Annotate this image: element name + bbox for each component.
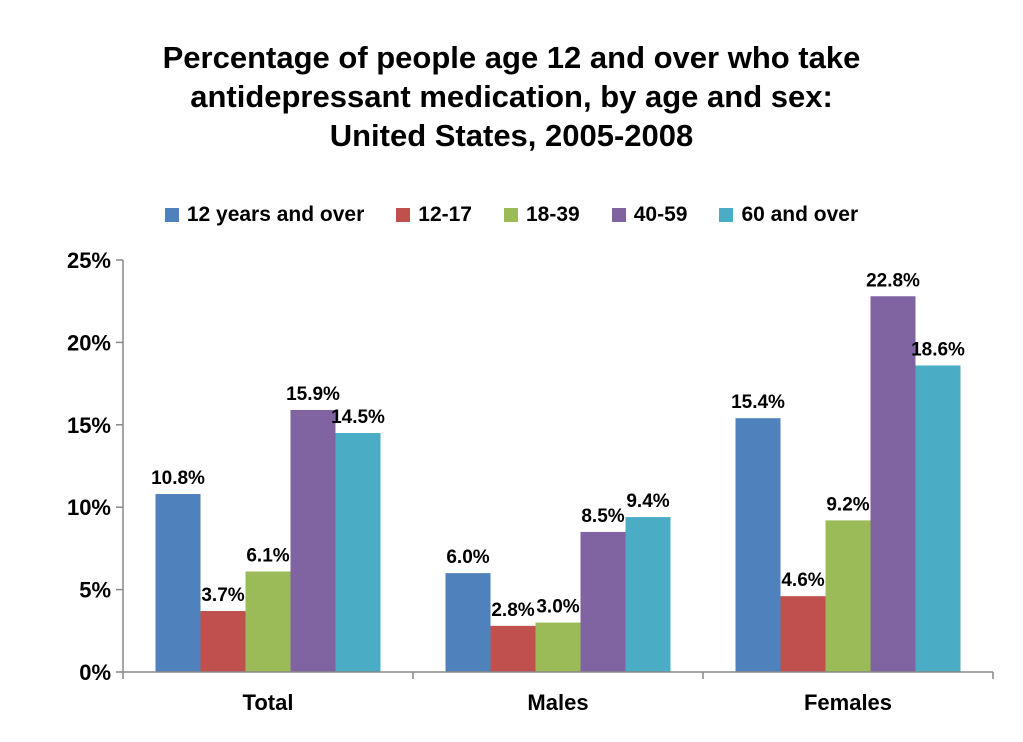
bar — [535, 622, 581, 672]
chart-title: Percentage of people age 12 and over who… — [0, 38, 1023, 155]
legend-swatch — [611, 208, 626, 222]
legend-item: 60 and over — [719, 203, 858, 227]
y-tick-label: 10% — [67, 495, 111, 520]
data-label: 2.8% — [491, 600, 534, 621]
data-label: 8.5% — [581, 506, 624, 527]
legend-label: 40-59 — [633, 203, 688, 226]
chart-title-line: Percentage of people age 12 and over who… — [162, 40, 861, 75]
legend-item: 12-17 — [396, 203, 472, 227]
legend-swatch — [719, 208, 734, 222]
legend-swatch — [164, 208, 179, 222]
data-label: 6.1% — [246, 545, 289, 566]
data-label: 3.0% — [536, 597, 579, 618]
bar — [870, 296, 916, 672]
bar — [825, 520, 871, 672]
bar — [780, 596, 826, 672]
x-tick-label: Females — [804, 690, 892, 715]
legend-item: 18-39 — [504, 203, 580, 227]
chart-legend: 12 years and over 12-17 18-39 40-59 60 a… — [0, 203, 1023, 227]
bars-layer — [155, 296, 961, 672]
chart-title-line: United States, 2005-2008 — [329, 118, 694, 153]
bar — [245, 571, 291, 672]
axes-layer — [116, 259, 994, 679]
bar — [490, 625, 536, 672]
bar — [335, 433, 381, 672]
labels-layer: 10.8% 3.7%6.1% 15.9%14.5% Total 6.0% 2.8% 3.0%… — [67, 248, 965, 715]
data-label: 3.7% — [201, 585, 244, 606]
data-label: 9.2% — [826, 494, 869, 515]
data-label: 15.9% — [286, 384, 340, 405]
data-label: 14.5% — [331, 407, 385, 428]
data-label: 10.8% — [151, 468, 205, 489]
y-tick-label: 0% — [79, 660, 111, 685]
y-tick-label: 20% — [67, 330, 111, 355]
bar — [200, 611, 246, 672]
bar — [155, 494, 201, 672]
data-label: 18.6% — [911, 339, 965, 360]
y-tick-label: 5% — [79, 578, 111, 603]
data-label: 15.4% — [731, 392, 785, 413]
data-label: 6.0% — [446, 547, 489, 568]
bar — [580, 531, 626, 672]
bar — [445, 573, 491, 672]
y-tick-label: 25% — [67, 248, 111, 273]
bar — [915, 365, 961, 672]
bar — [735, 418, 781, 672]
chart-title-line: antidepressant medication, by age and se… — [190, 79, 833, 114]
bar — [290, 409, 336, 672]
legend-item: 40-59 — [611, 203, 688, 227]
bar — [625, 517, 671, 672]
legend-swatch — [504, 208, 518, 222]
y-tick-label: 15% — [67, 413, 111, 438]
legend-label: 12-17 — [418, 203, 472, 226]
legend-label: 60 and over — [741, 203, 859, 226]
legend-swatch — [396, 208, 411, 222]
data-label: 4.6% — [781, 570, 824, 591]
legend-item: 12 years and over — [164, 203, 365, 227]
legend-label: 12 years and over — [186, 203, 365, 226]
data-label: 9.4% — [626, 491, 669, 512]
x-tick-label: Males — [527, 690, 588, 715]
legend-label: 18-39 — [526, 203, 580, 226]
data-label: 22.8% — [866, 270, 920, 291]
x-tick-label: Total — [243, 690, 294, 715]
